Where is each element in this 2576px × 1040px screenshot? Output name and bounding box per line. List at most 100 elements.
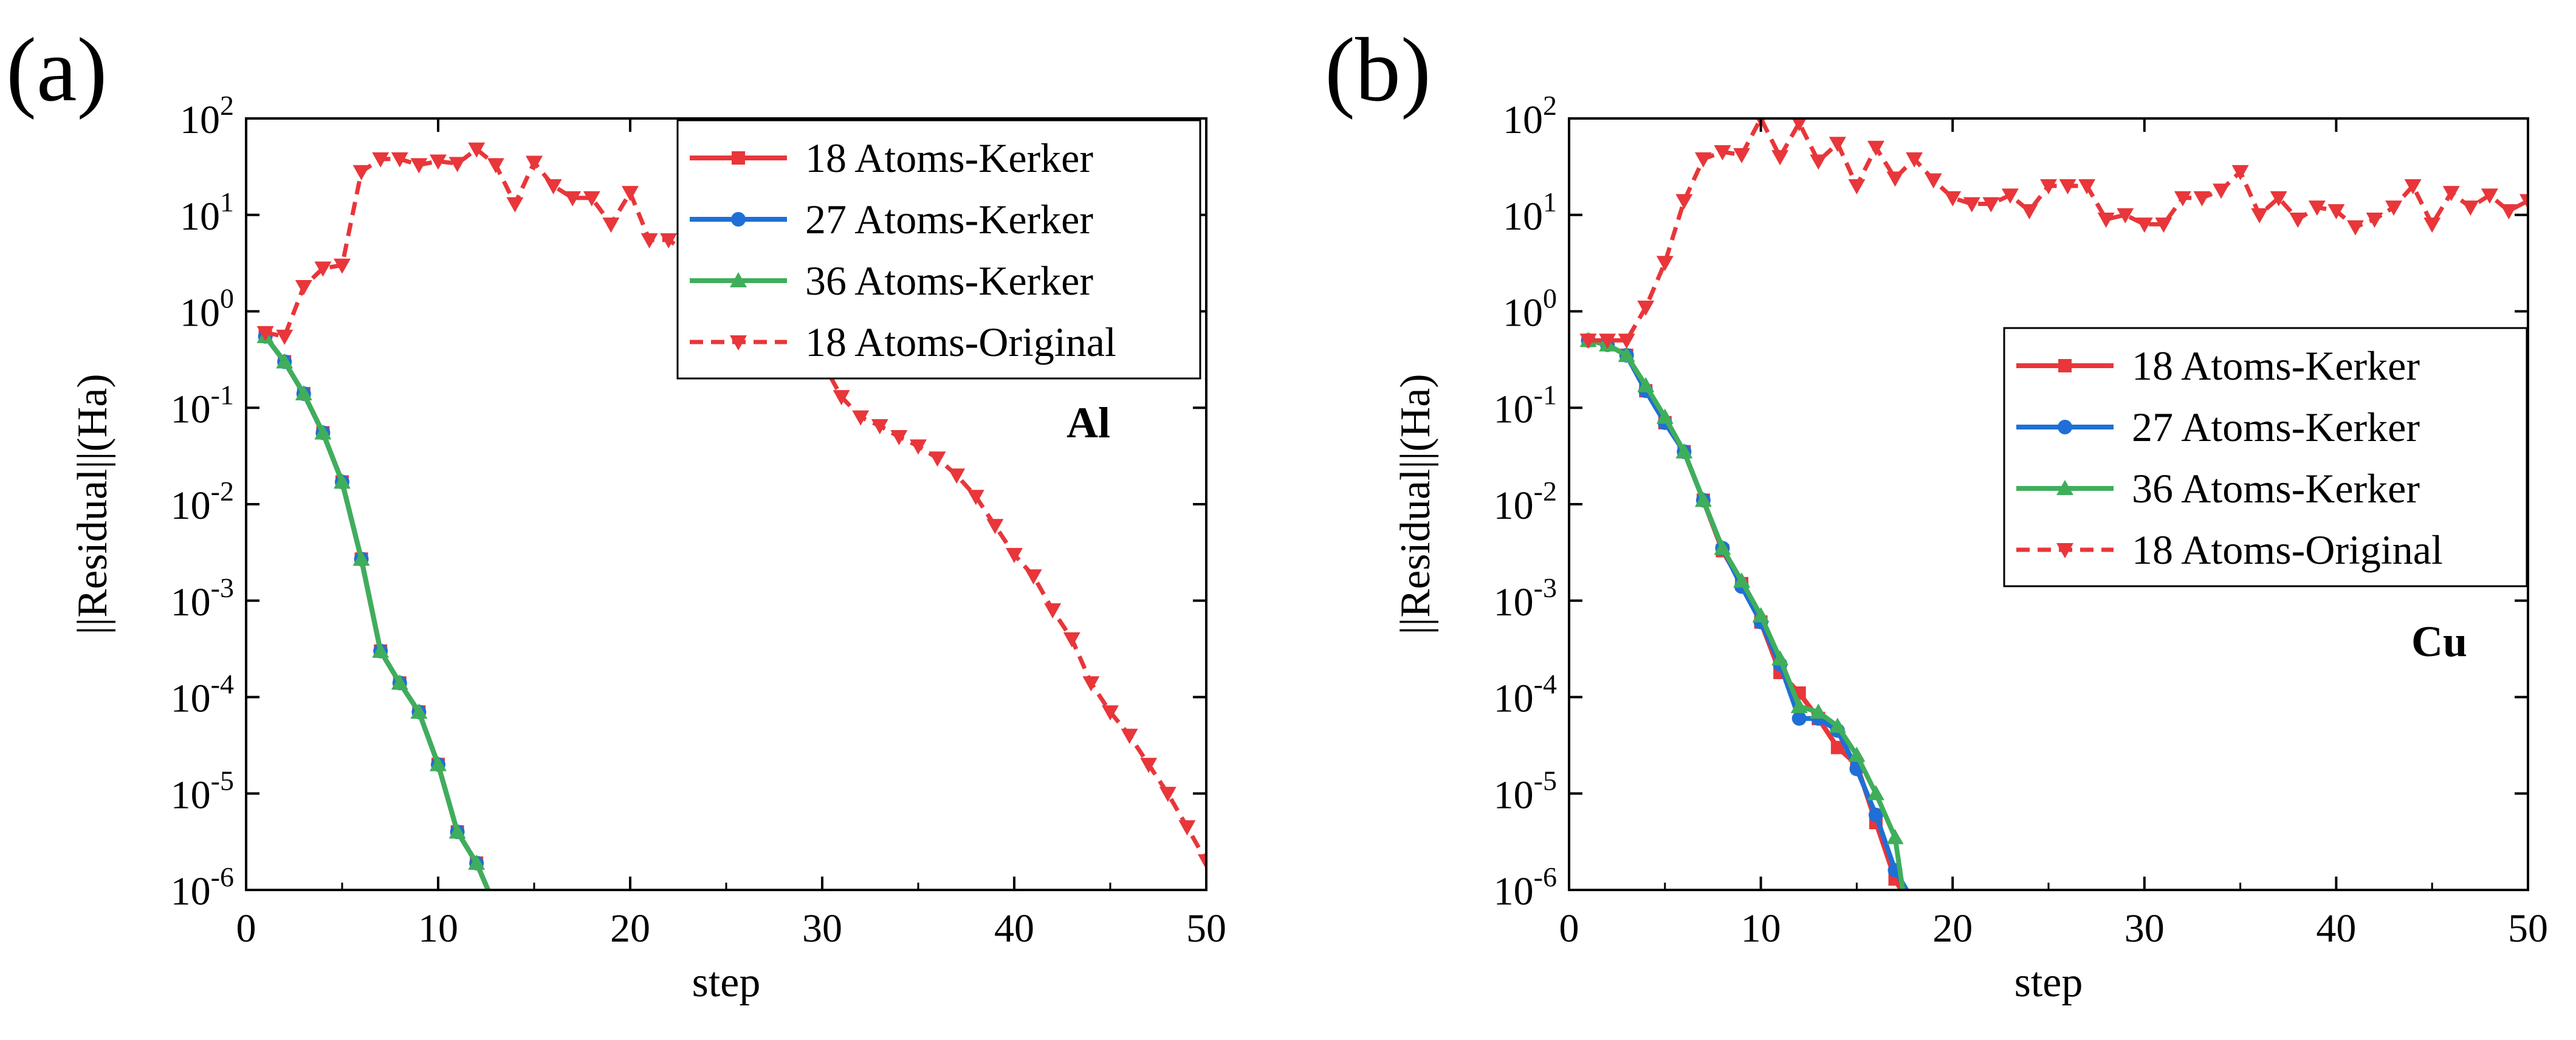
data-point <box>314 424 332 440</box>
data-point <box>2423 217 2441 233</box>
data-point <box>986 519 1004 535</box>
data-point <box>1599 334 1616 349</box>
data-point <box>352 165 370 180</box>
y-tick-exponent: -1 <box>1534 379 1557 410</box>
data-point <box>2327 204 2345 220</box>
y-tick-base: 10 <box>171 677 211 721</box>
data-point <box>1829 717 1846 733</box>
x-tick-label: 30 <box>2124 906 2165 951</box>
data-point <box>1848 179 1866 194</box>
legend-label: 36 Atoms-Kerker <box>2132 465 2420 511</box>
data-point <box>1714 145 1731 161</box>
data-point <box>1830 741 1844 754</box>
data-point <box>2155 217 2172 233</box>
data-point <box>2385 200 2403 216</box>
legend-label: 18 Atoms-Original <box>805 319 1116 365</box>
y-tick-base: 10 <box>171 387 211 431</box>
x-tick-label: 20 <box>610 906 650 951</box>
data-point <box>1121 728 1138 744</box>
data-point <box>1791 711 1807 726</box>
data-point <box>2001 188 2019 204</box>
legend-marker <box>2056 480 2073 495</box>
legend-marker <box>730 272 747 287</box>
panel-label: (b) <box>1325 19 1431 120</box>
y-tick-base: 10 <box>180 98 220 142</box>
data-point <box>391 152 408 168</box>
y-tick-label: 10-2 <box>1494 476 1557 528</box>
y-tick-base: 10 <box>1494 484 1534 528</box>
series-group <box>1579 118 2528 890</box>
y-tick-exponent: -1 <box>211 379 234 410</box>
legend-marker <box>2058 359 2072 372</box>
y-tick-label: 10-4 <box>1494 669 1557 721</box>
legend-item: 27 Atoms-Kerker <box>690 196 1093 242</box>
data-point <box>2308 200 2326 216</box>
legend-label: 18 Atoms-Kerker <box>2132 343 2420 389</box>
y-tick-exponent: 0 <box>220 283 234 314</box>
legend-item: 36 Atoms-Kerker <box>2016 465 2420 511</box>
series-line <box>1587 338 1906 890</box>
legend-item: 18 Atoms-Original <box>2016 527 2443 573</box>
element-annotation: Cu <box>2411 617 2467 666</box>
data-point <box>852 410 870 426</box>
data-point <box>2231 165 2249 180</box>
data-point <box>1025 569 1042 585</box>
data-point <box>2135 217 2153 233</box>
data-point <box>622 186 639 202</box>
data-point <box>2442 186 2460 202</box>
data-point <box>372 642 390 658</box>
data-point <box>2040 179 2057 194</box>
data-point <box>1791 118 1807 132</box>
data-point <box>295 279 312 295</box>
legend-item: 27 Atoms-Kerker <box>2016 404 2420 450</box>
legend: 18 Atoms-Kerker 27 Atoms-Kerker 36 Atoms-K… <box>676 119 1201 380</box>
series-line <box>1588 118 2528 343</box>
data-point <box>314 261 332 277</box>
data-point <box>410 703 428 719</box>
y-tick-exponent: -5 <box>211 765 234 796</box>
data-point <box>1082 676 1100 692</box>
data-point <box>410 158 428 174</box>
data-point <box>1867 140 1884 156</box>
panel-a: (a)0 10 20 30 40 5010210110010-110-210-310-41… <box>6 19 1226 1006</box>
data-point <box>468 142 486 158</box>
data-point <box>448 823 466 839</box>
y-tick-base: 10 <box>1494 580 1534 624</box>
y-tick-label: 100 <box>180 283 234 335</box>
y-tick-base: 10 <box>171 869 211 914</box>
data-point <box>1829 137 1846 152</box>
data-point <box>2462 200 2479 216</box>
y-tick-label: 10-1 <box>171 379 234 431</box>
y-tick-label: 10-5 <box>1494 765 1557 817</box>
data-point <box>1886 829 1904 844</box>
data-point <box>276 353 294 369</box>
element-annotation: Al <box>1066 399 1110 447</box>
y-tick-exponent: 1 <box>1543 186 1557 217</box>
y-tick-base: 10 <box>180 194 220 239</box>
y-tick-base: 10 <box>171 484 211 528</box>
data-point <box>1810 154 1827 170</box>
series-line <box>263 335 490 890</box>
data-point <box>352 550 370 566</box>
data-point <box>2270 191 2287 207</box>
x-tick-label: 50 <box>1186 906 1226 951</box>
data-point <box>1656 408 1674 424</box>
data-point <box>2059 179 2076 194</box>
legend-item: 18 Atoms-Kerker <box>2016 343 2420 389</box>
data-point <box>1675 194 1693 210</box>
data-point <box>871 419 888 434</box>
y-tick-exponent: -6 <box>1534 861 1557 892</box>
legend-marker <box>732 151 745 165</box>
y-tick-base: 10 <box>1494 387 1534 431</box>
y-tick-base: 10 <box>171 773 211 817</box>
data-point <box>1618 334 1635 349</box>
data-point <box>1178 820 1196 836</box>
data-point <box>2078 179 2096 194</box>
panel-b: (b)0 10 20 30 40 5010210110010-110-210-310-41… <box>1325 19 2548 1006</box>
legend-label: 36 Atoms-Kerker <box>805 258 1093 304</box>
data-point <box>929 451 946 467</box>
x-tick-label: 0 <box>236 906 256 951</box>
y-axis-label: ||Residual||(Ha) <box>1392 374 1439 634</box>
y-tick-label: 101 <box>180 186 234 239</box>
y-tick-exponent: -6 <box>211 861 234 892</box>
